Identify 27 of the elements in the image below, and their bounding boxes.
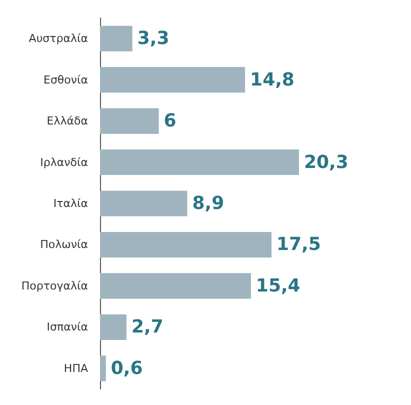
- data-label: 0,6: [110, 358, 143, 379]
- y-tick-label: ΗΠΑ: [64, 362, 88, 375]
- y-tick-label: Πολωνία: [40, 238, 88, 252]
- data-label: 2,7: [131, 316, 164, 338]
- data-label: 14,8: [250, 69, 294, 90]
- bar: [100, 190, 188, 216]
- bar: [100, 232, 272, 258]
- bar: [100, 150, 299, 176]
- data-label: 3,3: [137, 28, 170, 50]
- y-tick-label: Ιταλία: [53, 197, 88, 210]
- bar: [100, 26, 132, 52]
- y-tick-label: Πορτογαλία: [21, 279, 88, 292]
- y-tick-label: Εσθονία: [44, 73, 88, 86]
- y-tick-label: Ισπανία: [46, 320, 88, 334]
- bar: [100, 67, 246, 93]
- y-tick-label: Αυστραλία: [28, 32, 88, 46]
- data-label: 8,9: [192, 193, 224, 214]
- data-label: 6: [164, 110, 176, 132]
- bar: [100, 108, 159, 134]
- y-tick-label: Ελλάδα: [46, 114, 88, 128]
- data-label: 15,4: [256, 275, 300, 296]
- data-label: 20,3: [304, 152, 348, 173]
- bar: [100, 314, 126, 340]
- data-label: 17,5: [276, 234, 321, 256]
- bar: [100, 356, 106, 382]
- bar: [100, 273, 251, 299]
- y-tick-label: Ιρλανδία: [40, 156, 88, 169]
